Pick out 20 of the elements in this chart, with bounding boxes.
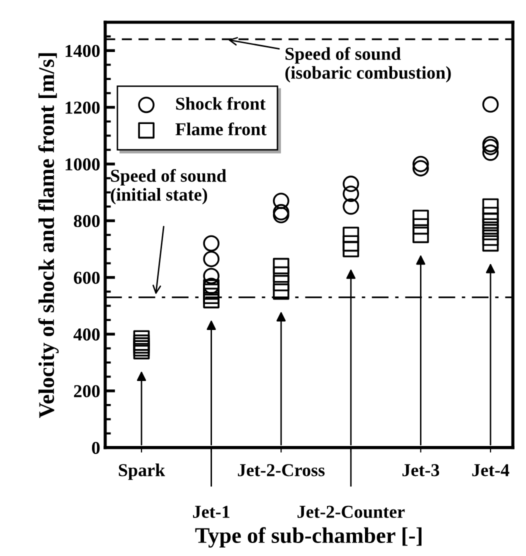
- legend-label: Shock front: [176, 96, 266, 110]
- x-tick-label: Jet-2-Counter: [298, 506, 405, 518]
- y-tick-label: 200: [74, 385, 100, 398]
- y-tick-label: 600: [74, 272, 100, 284]
- y-axis-title: Velocity of shock and flame front [m/s]: [38, 53, 59, 418]
- x-axis-title: Type of sub-chamber [-]: [195, 527, 422, 548]
- ref-line-label: Speed of sound (initial state): [110, 168, 226, 204]
- y-tick-label: 1400: [66, 44, 100, 58]
- y-tick-label: 0: [92, 442, 100, 454]
- x-tick-label: Spark: [118, 464, 166, 480]
- legend-label: Flame front: [176, 122, 267, 136]
- x-tick-label: Jet-4: [472, 464, 510, 476]
- x-tick-label: Jet-2-Cross: [238, 464, 325, 476]
- y-tick-label: 1200: [66, 102, 100, 114]
- x-tick-label: Jet-3: [402, 464, 440, 476]
- y-tick-label: 1000: [66, 158, 100, 170]
- y-tick-label: 400: [74, 328, 100, 341]
- y-tick-label: 800: [74, 214, 100, 228]
- ref-line-label: Speed of sound (isobaric combustion): [285, 47, 451, 82]
- x-tick-label: Jet-1: [193, 506, 230, 518]
